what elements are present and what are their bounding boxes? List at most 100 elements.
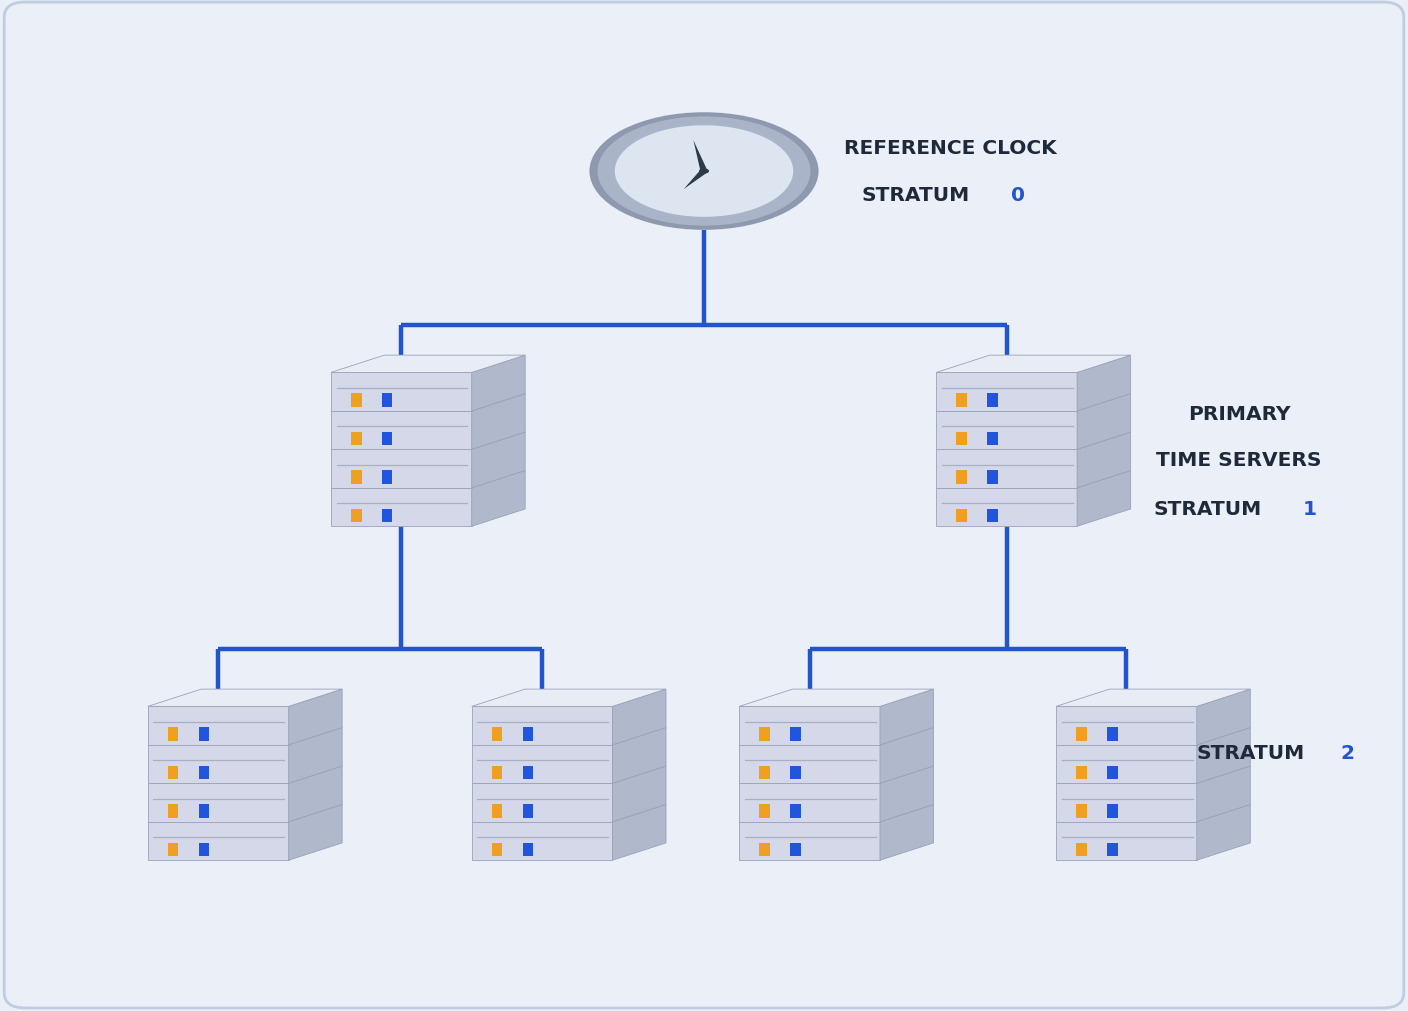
Polygon shape bbox=[148, 690, 342, 707]
Polygon shape bbox=[168, 843, 179, 856]
Polygon shape bbox=[790, 728, 801, 741]
Polygon shape bbox=[1056, 690, 1250, 707]
Polygon shape bbox=[382, 394, 393, 407]
Polygon shape bbox=[199, 766, 210, 779]
Polygon shape bbox=[522, 843, 534, 856]
Polygon shape bbox=[936, 356, 1131, 373]
Polygon shape bbox=[1076, 728, 1087, 741]
Polygon shape bbox=[1197, 805, 1250, 860]
Polygon shape bbox=[351, 394, 362, 407]
Polygon shape bbox=[199, 843, 210, 856]
Polygon shape bbox=[1197, 690, 1250, 745]
Polygon shape bbox=[199, 805, 210, 818]
Polygon shape bbox=[956, 471, 967, 484]
Polygon shape bbox=[331, 356, 525, 373]
Polygon shape bbox=[612, 728, 666, 784]
Polygon shape bbox=[331, 373, 472, 411]
Polygon shape bbox=[612, 690, 666, 745]
Polygon shape bbox=[289, 766, 342, 822]
Polygon shape bbox=[759, 805, 770, 818]
Ellipse shape bbox=[590, 113, 818, 231]
Text: STRATUM: STRATUM bbox=[862, 186, 969, 204]
Polygon shape bbox=[289, 690, 342, 745]
Polygon shape bbox=[684, 171, 707, 190]
Polygon shape bbox=[880, 690, 934, 745]
Polygon shape bbox=[331, 411, 472, 450]
Ellipse shape bbox=[615, 126, 793, 217]
Polygon shape bbox=[472, 433, 525, 488]
Ellipse shape bbox=[597, 117, 811, 226]
Text: TIME SERVERS: TIME SERVERS bbox=[1156, 451, 1322, 469]
Polygon shape bbox=[1107, 805, 1118, 818]
Polygon shape bbox=[289, 805, 342, 860]
Polygon shape bbox=[739, 707, 880, 745]
Polygon shape bbox=[168, 766, 179, 779]
Polygon shape bbox=[522, 766, 534, 779]
Polygon shape bbox=[790, 805, 801, 818]
Polygon shape bbox=[491, 728, 503, 741]
Ellipse shape bbox=[698, 169, 710, 175]
FancyBboxPatch shape bbox=[4, 3, 1404, 1008]
Polygon shape bbox=[987, 510, 998, 523]
Polygon shape bbox=[491, 805, 503, 818]
Polygon shape bbox=[739, 745, 880, 784]
Polygon shape bbox=[168, 805, 179, 818]
Polygon shape bbox=[956, 433, 967, 446]
Polygon shape bbox=[472, 745, 612, 784]
Polygon shape bbox=[1107, 766, 1118, 779]
Polygon shape bbox=[1056, 784, 1197, 822]
Polygon shape bbox=[1076, 805, 1087, 818]
Text: STRATUM: STRATUM bbox=[1197, 744, 1304, 762]
Polygon shape bbox=[739, 784, 880, 822]
Polygon shape bbox=[739, 822, 880, 860]
Text: STRATUM: STRATUM bbox=[1155, 499, 1262, 518]
Polygon shape bbox=[351, 433, 362, 446]
Polygon shape bbox=[472, 707, 612, 745]
Polygon shape bbox=[382, 433, 393, 446]
Polygon shape bbox=[351, 510, 362, 523]
Polygon shape bbox=[1076, 843, 1087, 856]
Polygon shape bbox=[956, 510, 967, 523]
Polygon shape bbox=[759, 843, 770, 856]
Polygon shape bbox=[1107, 728, 1118, 741]
Polygon shape bbox=[759, 728, 770, 741]
Text: PRIMARY: PRIMARY bbox=[1188, 405, 1290, 424]
Polygon shape bbox=[1077, 356, 1131, 411]
Polygon shape bbox=[1056, 707, 1197, 745]
Polygon shape bbox=[936, 488, 1077, 527]
Polygon shape bbox=[472, 394, 525, 450]
Polygon shape bbox=[472, 784, 612, 822]
Polygon shape bbox=[168, 728, 179, 741]
Polygon shape bbox=[472, 690, 666, 707]
Polygon shape bbox=[472, 471, 525, 527]
Polygon shape bbox=[612, 805, 666, 860]
Polygon shape bbox=[880, 728, 934, 784]
Polygon shape bbox=[1197, 728, 1250, 784]
Polygon shape bbox=[491, 766, 503, 779]
Polygon shape bbox=[148, 784, 289, 822]
Polygon shape bbox=[739, 690, 934, 707]
Polygon shape bbox=[936, 373, 1077, 411]
Polygon shape bbox=[987, 471, 998, 484]
Polygon shape bbox=[612, 766, 666, 822]
Polygon shape bbox=[522, 805, 534, 818]
Polygon shape bbox=[1056, 822, 1197, 860]
Polygon shape bbox=[491, 843, 503, 856]
Text: 1: 1 bbox=[1302, 499, 1316, 518]
Polygon shape bbox=[472, 356, 525, 411]
Polygon shape bbox=[790, 766, 801, 779]
Polygon shape bbox=[148, 707, 289, 745]
Polygon shape bbox=[148, 822, 289, 860]
Polygon shape bbox=[1077, 394, 1131, 450]
Polygon shape bbox=[472, 822, 612, 860]
Polygon shape bbox=[1077, 471, 1131, 527]
Polygon shape bbox=[382, 471, 393, 484]
Polygon shape bbox=[331, 488, 472, 527]
Polygon shape bbox=[936, 450, 1077, 488]
Polygon shape bbox=[289, 728, 342, 784]
Text: 2: 2 bbox=[1340, 744, 1354, 762]
Polygon shape bbox=[956, 394, 967, 407]
Polygon shape bbox=[1077, 433, 1131, 488]
Polygon shape bbox=[351, 471, 362, 484]
Text: REFERENCE CLOCK: REFERENCE CLOCK bbox=[843, 140, 1057, 158]
